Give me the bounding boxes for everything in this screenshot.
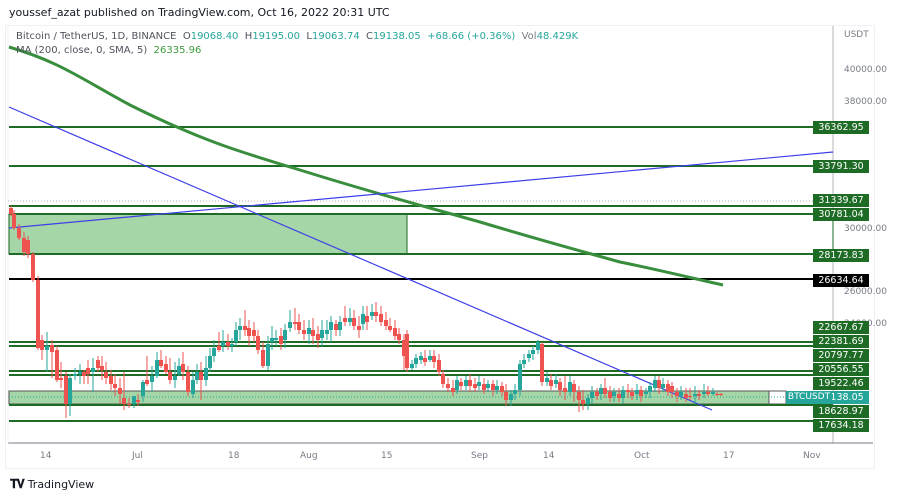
level-tag: 33791.30 [813,160,869,173]
change-value: +68.66 (+0.36%) [427,31,516,42]
time-tick: Oct [634,451,650,461]
time-tick: 18 [228,451,240,461]
brand-name[interactable]: TradingView [27,478,95,491]
chart-legend: Bitcoin / TetherUS, 1D, BINANCE O19068.4… [16,30,578,58]
footer: 𝐓𝐕 TradingView [10,477,94,492]
time-tick: 17 [723,451,734,461]
ma200-line[interactable] [8,45,724,287]
descending-trendline[interactable] [8,106,713,411]
level-tag: 31339.67 [813,194,869,207]
time-tick: 14 [543,451,555,461]
level-tag: 30781.04 [813,208,869,221]
ma-label[interactable]: MA (200, close, 0, SMA, 5) [16,45,148,56]
price-tick: 38000.00 [844,97,887,107]
level-tag: 22667.67 [813,321,869,334]
level-tag: 20797.77 [813,349,869,362]
time-tick: Aug [300,451,318,461]
low-value: 19063.74 [311,31,360,42]
price-tick: 40000.00 [844,65,887,75]
level-tag: 17634.18 [813,419,869,432]
candlesticks [9,206,723,418]
ma-value: 26335.96 [153,45,202,56]
time-tick: Nov [803,451,821,461]
level-tag: 22381.69 [813,335,869,348]
symbol-title[interactable]: Bitcoin / TetherUS, 1D, BINANCE [16,31,177,42]
close-value: 19138.05 [373,31,421,42]
supply-zone[interactable] [8,213,408,255]
high-value: 19195.00 [252,31,301,42]
ascending-trendline[interactable] [8,151,834,229]
level-tag: 36362.95 [813,121,869,134]
time-tick: 14 [40,451,52,461]
time-tick: Sep [471,451,488,461]
open-value: 19068.40 [190,31,239,42]
price-axis-currency: USDT [844,30,869,40]
level-tag: 18628.97 [813,405,869,418]
level-tag: 28173.83 [813,249,869,262]
ma-row: MA (200, close, 0, SMA, 5) 26335.96 [16,44,578,58]
price-tick: 26000.00 [844,287,887,297]
level-tag: 26634.64 [813,274,869,287]
ohlc-row: Bitcoin / TetherUS, 1D, BINANCE O19068.4… [16,31,579,42]
horizontal-levels [9,126,833,422]
level-tag: 20556.55 [813,363,869,376]
tradingview-logo-icon[interactable]: 𝐓𝐕 [10,477,25,491]
time-tick: Jul [131,451,143,461]
level-tag: 19522.46 [813,377,869,390]
price-tick: 30000.00 [844,224,887,234]
published-info: youssef_azat published on TradingView.co… [9,6,390,19]
volume-value: 48.429K [536,31,579,42]
time-tick: 15 [381,451,392,461]
symbol-tag: BTCUSDT [786,391,832,404]
